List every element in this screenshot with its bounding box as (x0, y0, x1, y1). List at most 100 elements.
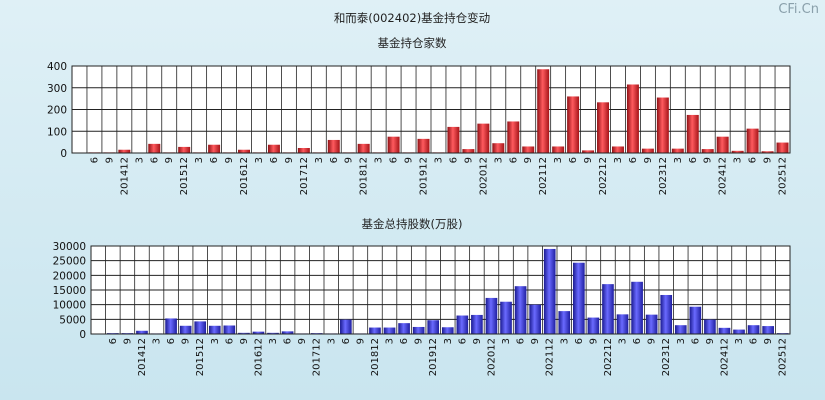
x-tick-label: 3 (385, 338, 396, 344)
bar (297, 147, 310, 153)
bar (660, 294, 673, 334)
x-tick-label: 9 (284, 157, 295, 163)
x-tick-label: 3 (210, 338, 221, 344)
bar (747, 325, 760, 334)
x-tick-label: 9 (703, 157, 714, 163)
x-tick-label: 6 (283, 338, 294, 344)
bar (223, 325, 236, 334)
x-tick-label: 201712 (299, 157, 310, 195)
bar (597, 102, 610, 153)
bar (645, 314, 658, 334)
x-tick-label: 6 (209, 157, 220, 163)
x-tick-label: 9 (104, 157, 115, 163)
y-tick-label: 10000 (53, 300, 86, 312)
watermark: CFi.Cn (778, 2, 819, 17)
bar (611, 146, 624, 153)
x-tick-label: 3 (326, 338, 337, 344)
x-tick-label: 202412 (718, 157, 729, 195)
x-tick-label: 201812 (370, 338, 381, 376)
x-tick-label: 202112 (538, 157, 549, 195)
x-tick-label: 3 (152, 338, 163, 344)
bar (552, 146, 565, 153)
plot-border (90, 245, 791, 335)
bar (208, 144, 221, 153)
x-tick-label: 6 (632, 338, 643, 344)
x-tick-label: 6 (568, 157, 579, 163)
bar (522, 146, 535, 153)
x-tick-label: 9 (705, 338, 716, 344)
bar (686, 114, 699, 153)
bar (387, 136, 400, 153)
bar (500, 301, 512, 334)
y-tick-label: 0 (60, 148, 67, 160)
bar (194, 321, 207, 334)
bar (267, 332, 279, 334)
bar (383, 327, 396, 334)
bar (746, 128, 759, 153)
bar (543, 248, 556, 334)
plot-border (71, 65, 791, 154)
bar (582, 150, 595, 153)
x-tick-label: 9 (239, 338, 250, 344)
bar (427, 320, 440, 334)
bar (252, 331, 265, 334)
bar (631, 281, 643, 334)
y-tick-label: 30000 (53, 241, 86, 253)
bar (456, 315, 469, 334)
x-tick-label: 9 (344, 157, 355, 163)
x-tick-label: 6 (508, 157, 519, 163)
y-tick-label: 400 (47, 61, 67, 73)
bar (492, 143, 505, 153)
x-tick-label: 3 (254, 157, 265, 163)
bar (573, 262, 585, 334)
bar (238, 332, 250, 334)
bar (238, 149, 251, 153)
bar (398, 323, 410, 334)
x-tick-label: 9 (523, 157, 534, 163)
y-tick-label: 20000 (53, 270, 86, 282)
x-tick-label: 9 (297, 338, 308, 344)
x-tick-label: 3 (433, 157, 444, 163)
bar (733, 329, 745, 334)
x-tick-label: 202512 (778, 338, 789, 376)
x-tick-label: 6 (224, 338, 235, 344)
x-tick-label: 6 (690, 338, 701, 344)
x-tick-label: 202212 (603, 338, 614, 376)
x-tick-label: 9 (164, 157, 175, 163)
bar (671, 148, 684, 153)
bar (118, 149, 131, 153)
x-tick-label: 3 (733, 157, 744, 163)
bar (165, 318, 177, 334)
x-tick-label: 201912 (428, 338, 439, 376)
bar (148, 143, 161, 153)
x-tick-label: 3 (734, 338, 745, 344)
x-tick-label: 6 (149, 157, 160, 163)
y-tick-label: 25000 (53, 256, 86, 268)
bar (417, 138, 430, 153)
x-tick-label: 9 (224, 157, 235, 163)
bar (701, 149, 714, 153)
bar (674, 325, 687, 334)
x-tick-label: 6 (108, 338, 119, 344)
x-tick-label: 3 (673, 157, 684, 163)
x-tick-label: 6 (89, 157, 100, 163)
bar (718, 327, 731, 334)
x-tick-label: 9 (414, 338, 425, 344)
x-tick-label: 9 (122, 338, 133, 344)
bar (327, 139, 340, 153)
bar (762, 326, 774, 334)
x-tick-label: 3 (553, 157, 564, 163)
bar (537, 69, 550, 153)
bar (626, 84, 639, 153)
bar (514, 286, 527, 334)
bar (340, 319, 352, 334)
bar (179, 325, 192, 334)
y-tick-label: 300 (47, 83, 67, 95)
bar (689, 306, 702, 334)
x-tick-label: 6 (574, 338, 585, 344)
x-tick-label: 6 (688, 157, 699, 163)
x-tick-label: 3 (268, 338, 279, 344)
x-tick-label: 201712 (312, 338, 323, 376)
x-tick-label: 202312 (661, 338, 672, 376)
bar (136, 330, 148, 334)
